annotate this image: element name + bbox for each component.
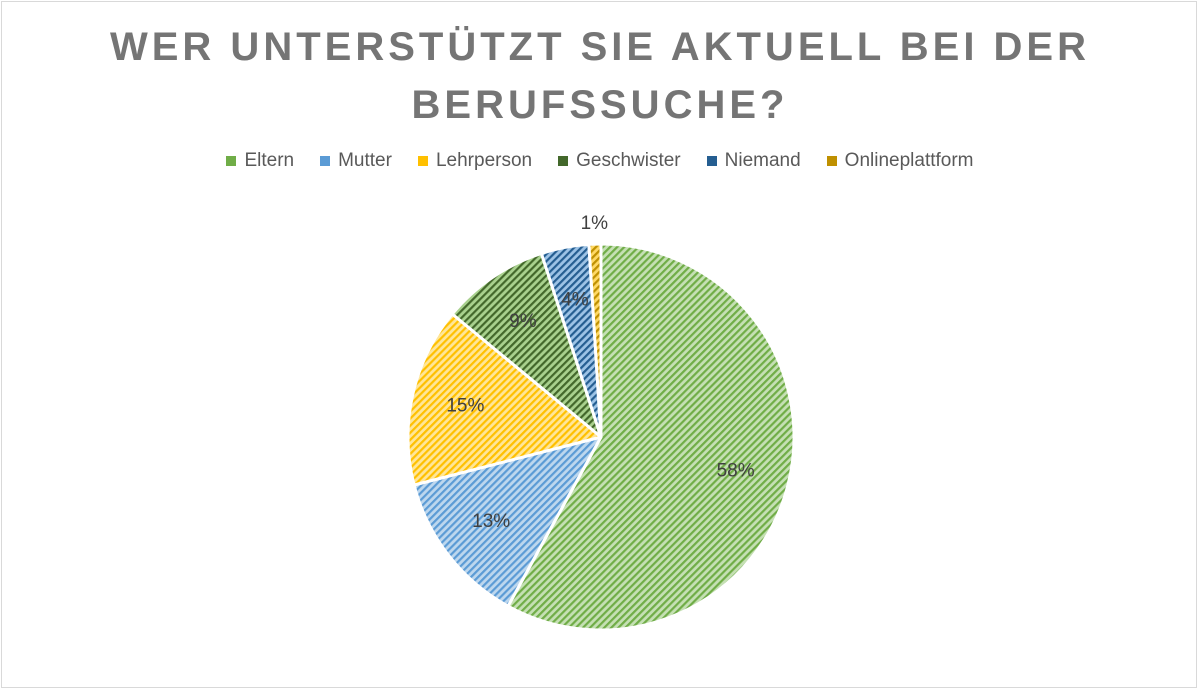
data-label-onlineplattform: 1%: [581, 213, 609, 234]
legend-item-mutter: Mutter: [320, 150, 392, 172]
pie-slice-geschwister: [450, 251, 603, 439]
legend-swatch-mutter: [320, 156, 331, 166]
chart-legend: Eltern Mutter Lehrperson Geschwister Niemand…: [0, 150, 1200, 172]
data-label-niemand: 4%: [561, 290, 589, 311]
legend-item-geschwister: Geschwister: [558, 150, 681, 172]
pie-slice-mutter: [412, 435, 603, 608]
legend-item-lehrperson: Lehrperson: [417, 150, 533, 172]
legend-item-eltern: Eltern: [226, 150, 294, 172]
chart-title-line-1: WER UNTERSTÜTZT SIE AKTUELL BEI DER: [110, 25, 1090, 69]
legend-swatch-lehrperson: [417, 156, 428, 166]
data-label-lehrperson: 15%: [446, 396, 484, 417]
pie-slice-eltern: [506, 242, 796, 632]
legend-label-mutter: Mutter: [338, 150, 392, 171]
pie-slice-lehrperson: [406, 312, 603, 487]
data-label-mutter: 13%: [472, 511, 510, 532]
legend-item-niemand: Niemand: [706, 150, 801, 172]
data-label-geschwister: 9%: [509, 311, 537, 332]
legend-item-onlineplattform: Onlineplattform: [826, 150, 974, 172]
legend-swatch-geschwister: [558, 156, 569, 166]
pie-slice-onlineplattform: [587, 242, 603, 439]
legend-label-lehrperson: Lehrperson: [435, 150, 533, 171]
chart-title-line-2: BERUFSSUCHE?: [411, 83, 789, 127]
legend-label-niemand: Niemand: [724, 150, 801, 171]
legend-label-onlineplattform: Onlineplattform: [844, 150, 974, 171]
legend-label-eltern: Eltern: [244, 150, 295, 171]
legend-swatch-niemand: [706, 156, 717, 166]
legend-label-geschwister: Geschwister: [576, 150, 681, 171]
legend-swatch-eltern: [226, 156, 237, 166]
legend-swatch-onlineplattform: [826, 156, 837, 166]
data-label-eltern: 58%: [717, 461, 755, 482]
